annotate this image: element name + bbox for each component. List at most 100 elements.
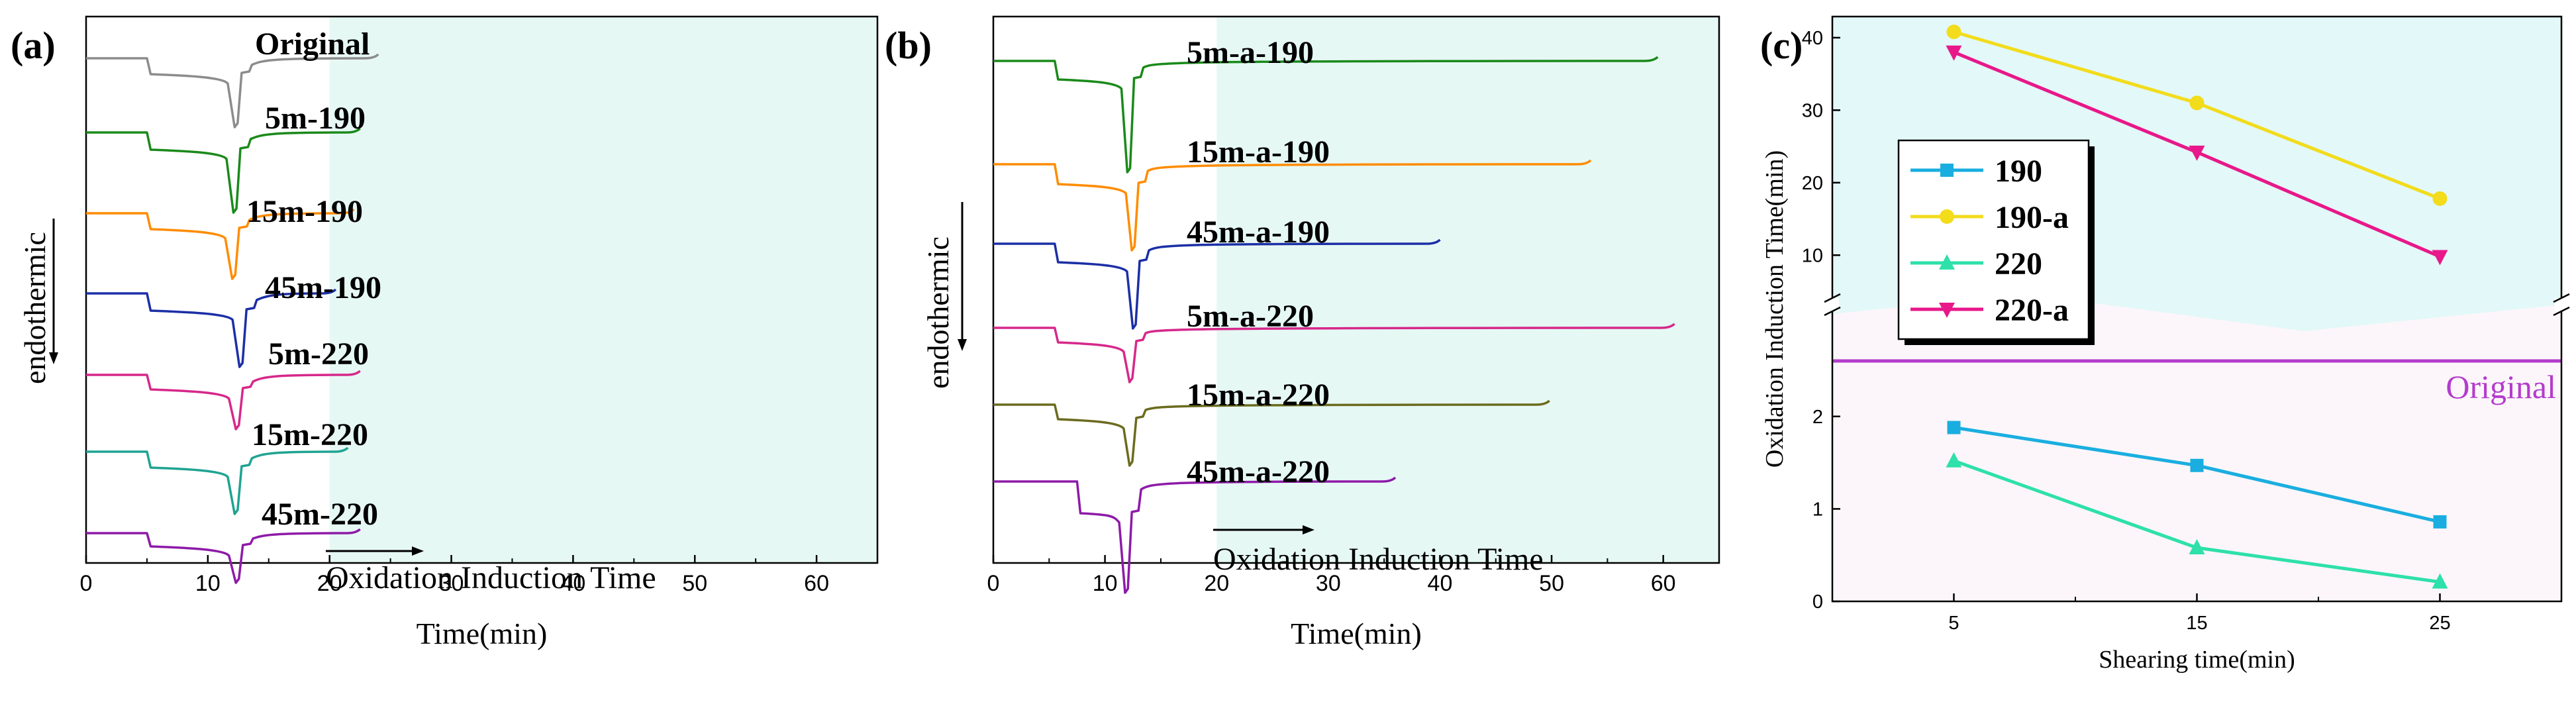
panel-a: 0 10 20 30 40 50 60 Original 5m-190 15m-190 45m-1… (11, 15, 879, 650)
endo-arrow-head (958, 339, 967, 351)
curve-15m-a-220 (993, 399, 1550, 467)
x-tick-label-25: 25 (2429, 613, 2450, 634)
y-tick-label-0: 0 (1812, 591, 1823, 613)
x-tick-label-15: 15 (2186, 613, 2207, 634)
endo-arrow-head (49, 352, 58, 364)
point-190-25 (2433, 515, 2447, 529)
panel-b-tick-label-60: 60 (1651, 571, 1676, 596)
curve-5m-190 (86, 127, 361, 214)
panel-c-legend: 190 190-a 220 220-a (1897, 139, 2095, 345)
point-220-a-15 (2189, 145, 2205, 161)
panel-a-letter: (a) (11, 24, 56, 67)
panel-a-tick-label-50: 50 (682, 571, 707, 596)
panel-a-shaded-region (329, 17, 877, 563)
panel-b-y-axis-title: endothermic (921, 236, 955, 389)
legend-marker-190 (1940, 164, 1954, 177)
y-tick-label-10: 10 (1802, 245, 1823, 266)
panel-a-tick-label-20: 20 (317, 571, 342, 596)
legend-label-220: 220 (1995, 246, 2042, 281)
curve-label-45m-a-190: 45m-a-190 (1187, 215, 1330, 250)
axis-break-gap-right (2555, 298, 2568, 311)
point-190-a-5 (1946, 25, 1961, 40)
curve-label-5m-190: 5m-190 (265, 101, 366, 136)
panel-a-annotation-arrow (326, 546, 424, 556)
point-220-25 (2432, 573, 2448, 589)
axis-break-mark-left (1824, 293, 1841, 303)
curve-15m-190 (86, 208, 355, 280)
curve-label-15m-a-190: 15m-a-190 (1187, 134, 1330, 170)
axis-break-gap-left (1826, 298, 1839, 311)
panel-b-curves: 5m-a-190 15m-a-190 45m-a-190 5m-a-220 15m-a-… (993, 35, 1675, 594)
curve-label-45m-190: 45m-190 (265, 270, 381, 305)
panel-b-tick-label-40: 40 (1428, 571, 1453, 596)
curve-label-15m-220: 15m-220 (252, 417, 368, 452)
y-tick-label-2: 2 (1812, 407, 1823, 428)
panel-a-curves: Original 5m-190 15m-190 45m-190 5m-220 15m-22… (86, 26, 381, 584)
curve-label-45m-a-220: 45m-a-220 (1187, 454, 1330, 489)
panel-a-x-axis-title: Time(min) (417, 617, 548, 650)
panel-a-tick-label-30: 30 (439, 571, 464, 596)
curve-label-15m-a-220: 15m-a-220 (1187, 378, 1330, 413)
panel-b-plot-frame (992, 15, 1720, 564)
curve-5m-220 (86, 370, 361, 430)
panel-b-x-axis-title: Time(min) (1291, 617, 1422, 650)
arrow-head (1303, 525, 1314, 534)
y-tick-label-40: 40 (1802, 28, 1823, 49)
y-tick-label-1: 1 (1812, 499, 1823, 520)
panel-a-tick-label-0: 0 (80, 571, 93, 596)
point-190-a-25 (2432, 191, 2448, 206)
panel-b-tick-label-20: 20 (1204, 571, 1229, 596)
panel-b-annotation: Oxidation Induction Time (1213, 542, 1544, 577)
panel-a-x-ticks: 0 10 20 30 40 50 60 (80, 555, 829, 596)
panel-b-tick-label-50: 50 (1539, 571, 1564, 596)
curve-5m-a-190 (993, 56, 1659, 174)
panel-a-tick-label-10: 10 (195, 571, 221, 596)
curve-label-5m-220: 5m-220 (268, 336, 369, 372)
panel-b-annotation-arrow (1213, 525, 1314, 534)
curve-label-5m-a-220: 5m-a-220 (1187, 299, 1314, 334)
curve-label-original: Original (255, 26, 370, 62)
panel-b-endothermic-arrow (958, 202, 967, 351)
legend-marker-190-a (1940, 209, 1954, 224)
curve-15m-220 (86, 446, 349, 515)
panel-b-shaded-region (1216, 17, 1719, 563)
legend-marker-220-a (1939, 303, 1955, 318)
panel-a-tick-label-60: 60 (804, 571, 829, 596)
panel-a-plot-frame (85, 15, 879, 564)
point-220-5 (1946, 452, 1962, 468)
point-190-15 (2190, 458, 2204, 472)
panel-c-axis-break (1824, 293, 2570, 317)
panel-c-y-axis-title: Oxidation Induction Time(min) (1761, 150, 1789, 468)
arrow-head (412, 546, 424, 556)
y-tick-label-30: 30 (1802, 100, 1823, 121)
panel-a-annotation: Oxidation Induction Time (326, 560, 656, 595)
panel-b-tick-label-0: 0 (987, 571, 1000, 596)
curve-45m-a-190 (993, 238, 1441, 330)
point-220-a-25 (2432, 250, 2448, 266)
curve-45m-190 (86, 288, 337, 368)
axis-break-mark-right (2553, 306, 2570, 317)
point-190-a-15 (2189, 95, 2204, 111)
panel-b-tick-label-10: 10 (1093, 571, 1118, 596)
panel-c-series (1946, 25, 2448, 589)
curve-label-15m-190: 15m-190 (246, 194, 363, 229)
axis-break-mark-right (2553, 293, 2570, 303)
panel-c-original-label: Original (2446, 368, 2556, 405)
legend-label-190-a: 190-a (1995, 200, 2069, 235)
panel-c-letter: (c) (1760, 24, 1803, 67)
axis-break-mark-left (1824, 306, 1841, 317)
point-220-a-5 (1946, 45, 1962, 61)
panel-a-y-axis-title: endothermic (18, 232, 52, 384)
point-220-15 (2189, 539, 2205, 555)
panel-a-tick-label-40: 40 (560, 571, 585, 596)
panel-b-x-ticks: 0 10 20 30 40 50 60 (987, 555, 1676, 596)
panel-a-endothermic-arrow (49, 219, 58, 364)
legend-box (1897, 139, 2090, 340)
curve-15m-a-190 (993, 159, 1592, 252)
curve-45m-a-220 (993, 476, 1397, 594)
curve-5m-a-220 (993, 323, 1675, 383)
y-tick-label-20: 20 (1802, 173, 1823, 194)
